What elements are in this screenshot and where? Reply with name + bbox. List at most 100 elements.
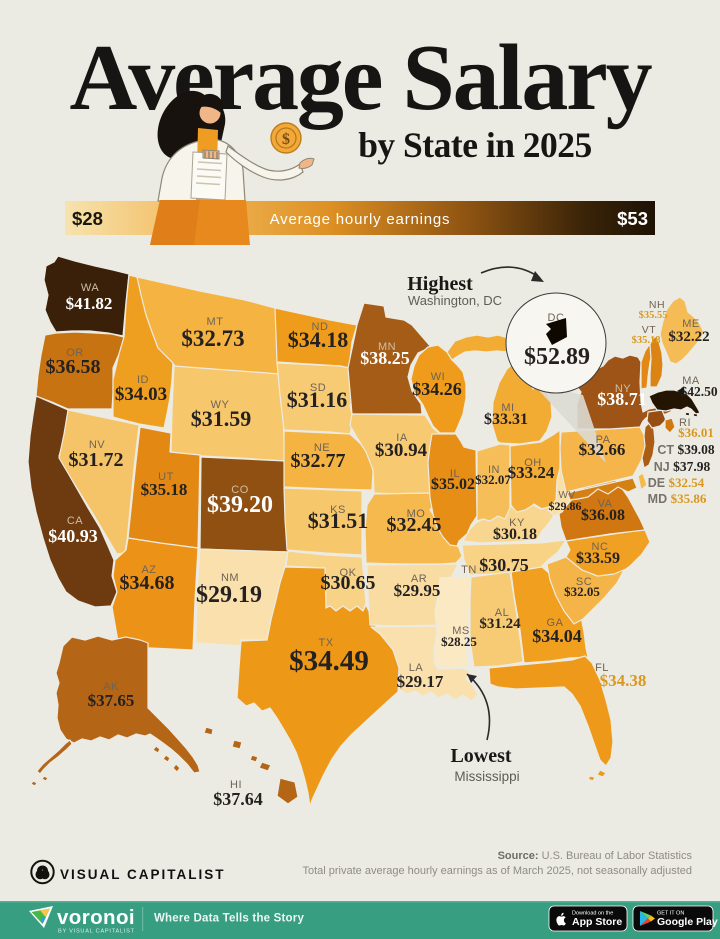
svg-text:OR: OR (66, 347, 84, 359)
svg-text:$34.04: $34.04 (532, 626, 582, 646)
svg-text:$37.64: $37.64 (213, 789, 263, 809)
svg-text:$32.45: $32.45 (387, 514, 442, 536)
svg-text:CA: CA (67, 515, 83, 527)
svg-text:Download on the: Download on the (572, 911, 613, 917)
svg-text:MI: MI (501, 402, 514, 414)
svg-text:VT: VT (642, 324, 657, 336)
svg-text:$35.02: $35.02 (431, 476, 475, 493)
svg-text:NJ $37.98: NJ $37.98 (654, 459, 711, 474)
svg-text:WV: WV (558, 490, 575, 501)
svg-text:ID: ID (137, 374, 149, 386)
svg-text:BY VISUAL CAPITALIST: BY VISUAL CAPITALIST (58, 929, 135, 935)
svg-text:SC: SC (576, 576, 592, 588)
svg-text:$34.68: $34.68 (120, 572, 175, 594)
svg-text:$36.08: $36.08 (581, 507, 625, 524)
svg-text:MS: MS (452, 625, 470, 637)
svg-text:$35.18: $35.18 (632, 335, 661, 346)
svg-text:CT $39.08: CT $39.08 (657, 442, 715, 457)
svg-text:$29.95: $29.95 (394, 581, 441, 600)
svg-text:Where Data Tells the Story: Where Data Tells the Story (154, 913, 304, 925)
svg-text:IL: IL (450, 468, 460, 480)
svg-text:$31.51: $31.51 (308, 508, 369, 533)
svg-text:$31.24: $31.24 (479, 616, 521, 632)
svg-text:$39.20: $39.20 (207, 492, 273, 518)
svg-text:GET IT ON: GET IT ON (657, 911, 684, 917)
svg-text:$36.58: $36.58 (46, 356, 101, 378)
svg-text:$37.65: $37.65 (88, 691, 135, 710)
svg-text:$52.89: $52.89 (524, 344, 590, 370)
svg-text:$30.65: $30.65 (321, 572, 376, 594)
svg-text:$34.18: $34.18 (288, 327, 349, 352)
svg-text:$42.50: $42.50 (680, 384, 717, 399)
svg-text:$29.17: $29.17 (397, 672, 444, 691)
svg-text:MD $35.86: MD $35.86 (648, 491, 707, 506)
svg-text:$31.72: $31.72 (69, 449, 124, 471)
svg-text:$32.66: $32.66 (579, 440, 626, 459)
svg-text:$29.86: $29.86 (549, 499, 582, 513)
svg-text:AZ: AZ (141, 564, 156, 576)
svg-text:VISUAL CAPITALIST: VISUAL CAPITALIST (60, 867, 226, 882)
svg-text:KY: KY (509, 517, 525, 529)
svg-text:$33.24: $33.24 (508, 463, 555, 482)
svg-text:NE: NE (314, 442, 330, 454)
svg-text:Total private average hourly e: Total private average hourly earnings as… (302, 865, 692, 877)
svg-text:Average hourly earnings: Average hourly earnings (270, 211, 451, 228)
svg-text:NY: NY (615, 383, 631, 395)
svg-text:PA: PA (596, 434, 611, 446)
svg-text:WA: WA (81, 282, 99, 294)
svg-text:ND: ND (312, 321, 329, 333)
svg-text:LA: LA (409, 662, 424, 674)
svg-text:Mississippi: Mississippi (454, 769, 519, 784)
svg-text:AR: AR (411, 573, 427, 585)
svg-text:$34.38: $34.38 (600, 671, 647, 690)
svg-text:$38.71: $38.71 (597, 389, 647, 409)
svg-text:$35.18: $35.18 (141, 480, 188, 499)
svg-text:CO: CO (231, 484, 249, 496)
svg-text:SD: SD (310, 382, 326, 394)
svg-text:Average Salary: Average Salary (70, 26, 653, 130)
svg-text:TX: TX (318, 637, 333, 649)
svg-text:$29.19: $29.19 (196, 582, 262, 608)
svg-text:$34.49: $34.49 (289, 645, 369, 677)
svg-text:HI: HI (230, 779, 242, 791)
svg-text:$28: $28 (72, 208, 103, 229)
svg-text:$34.26: $34.26 (412, 379, 462, 399)
svg-text:WY: WY (211, 399, 230, 411)
svg-text:TN: TN (461, 564, 477, 576)
svg-text:VA: VA (598, 498, 613, 510)
svg-text:$35.55: $35.55 (639, 310, 668, 321)
svg-text:NC: NC (592, 541, 609, 553)
svg-text:$32.77: $32.77 (291, 450, 346, 472)
svg-text:$40.93: $40.93 (48, 526, 98, 546)
svg-text:by State in 2025: by State in 2025 (358, 125, 592, 165)
svg-text:UT: UT (158, 471, 174, 483)
svg-text:NM: NM (221, 572, 239, 584)
svg-text:MA: MA (682, 375, 700, 387)
svg-text:NH: NH (649, 299, 665, 311)
svg-text:MN: MN (378, 341, 396, 353)
svg-text:IA: IA (396, 432, 408, 444)
svg-text:Lowest: Lowest (450, 745, 511, 767)
svg-text:$31.16: $31.16 (287, 387, 348, 412)
svg-text:$: $ (282, 131, 290, 148)
svg-text:$33.59: $33.59 (576, 550, 620, 567)
svg-text:OK: OK (340, 567, 357, 579)
svg-text:$28.25: $28.25 (441, 634, 477, 649)
svg-text:App Store: App Store (572, 916, 622, 928)
svg-text:$32.22: $32.22 (668, 329, 709, 345)
svg-text:$30.75: $30.75 (479, 555, 529, 575)
svg-text:$38.25: $38.25 (360, 348, 410, 368)
svg-text:MT: MT (207, 316, 224, 328)
svg-text:MO: MO (407, 508, 426, 520)
svg-text:FL: FL (595, 662, 609, 674)
svg-text:GA: GA (547, 617, 564, 629)
svg-text:Washington, DC: Washington, DC (408, 293, 502, 308)
svg-text:$36.01: $36.01 (678, 425, 714, 440)
svg-text:$32.05: $32.05 (564, 584, 600, 599)
svg-text:$30.18: $30.18 (493, 526, 537, 543)
svg-text:$30.94: $30.94 (375, 440, 428, 461)
svg-text:RI: RI (679, 417, 691, 429)
svg-text:$41.82: $41.82 (66, 294, 113, 313)
svg-text:$32.73: $32.73 (181, 326, 244, 351)
svg-text:Google Play: Google Play (657, 916, 718, 928)
